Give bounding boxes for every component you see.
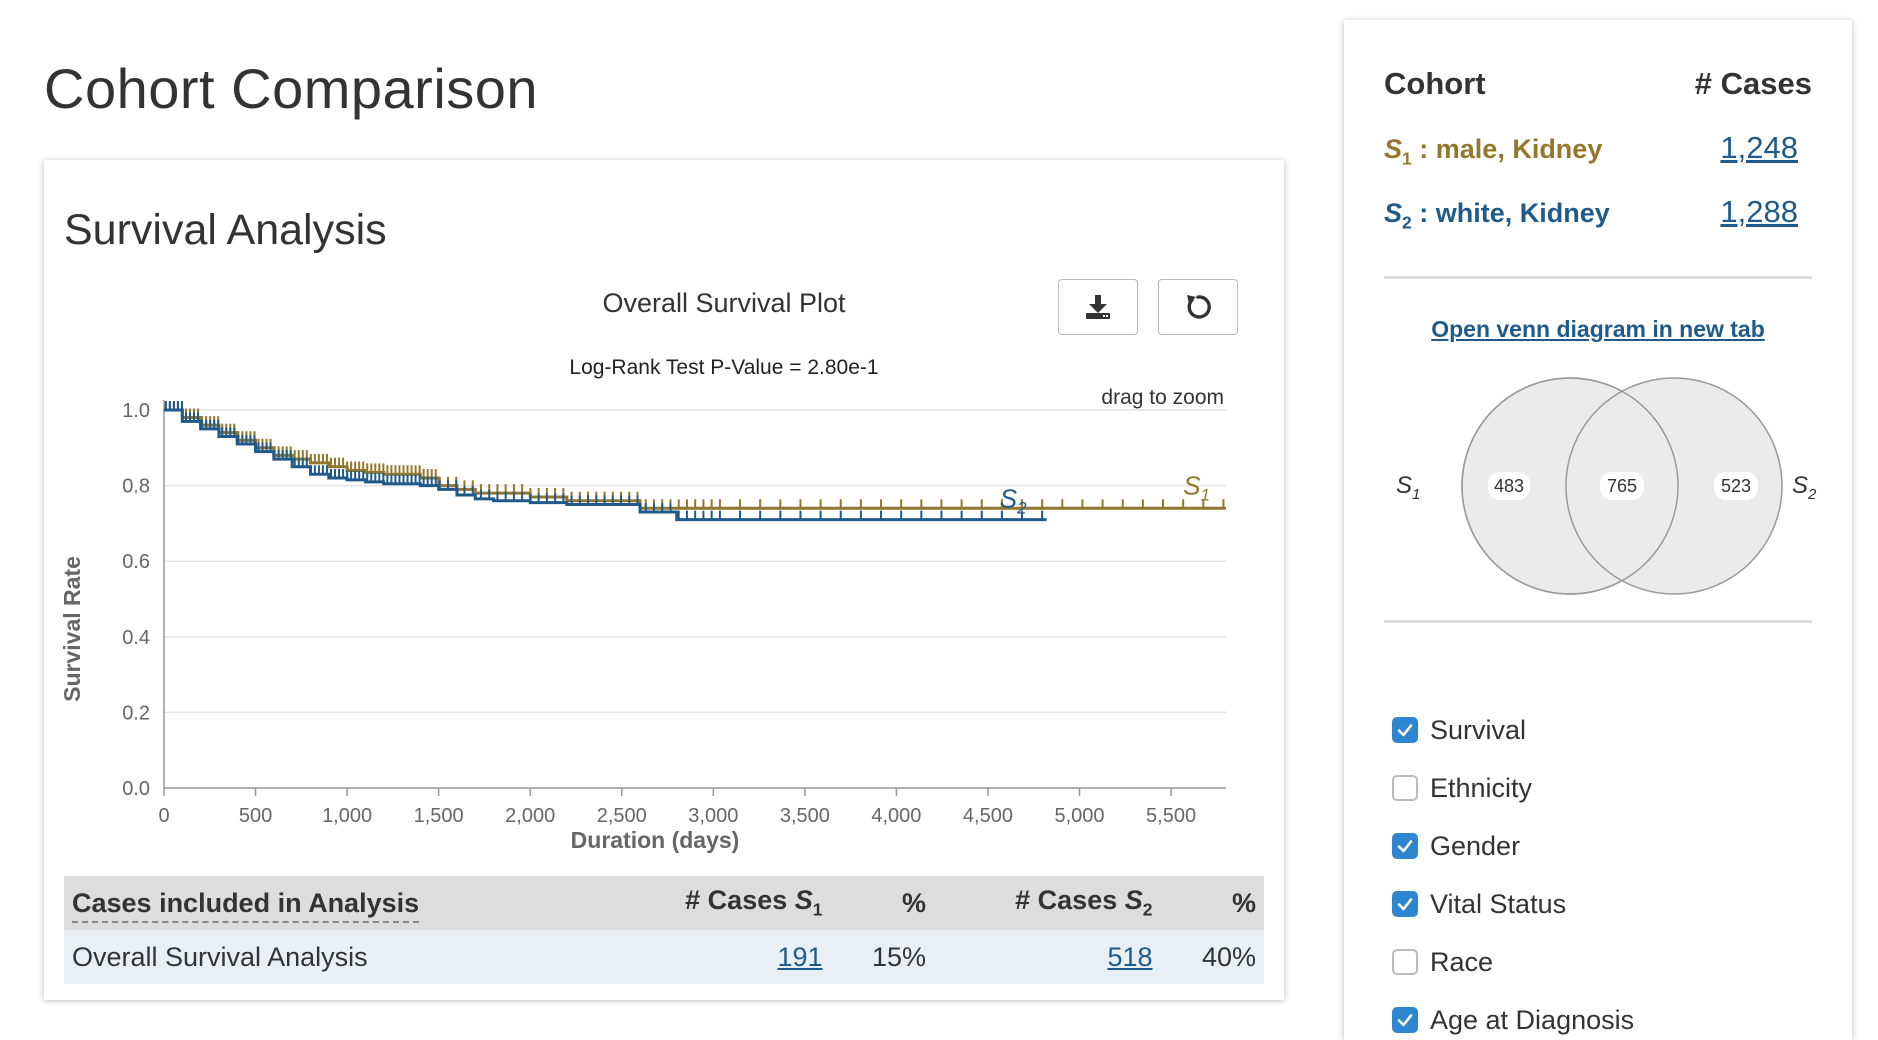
s2-cases-cell: 518 [933, 930, 1161, 984]
checkbox-checked-icon[interactable] [1392, 891, 1418, 917]
x-tick-label: 3,000 [688, 805, 738, 827]
series-label-s2: S2 [1000, 484, 1027, 518]
divider [1384, 620, 1812, 623]
plot-title: Overall Survival Plot [602, 288, 846, 318]
y-tick-label: 0.8 [122, 476, 150, 498]
open-venn-link[interactable]: Open venn diagram in new tab [1431, 316, 1765, 342]
facet-checkbox-vital-status[interactable]: Vital Status [1392, 884, 1566, 924]
x-tick-label: 4,500 [963, 805, 1013, 827]
s1-pct-cell: 15% [830, 930, 934, 984]
checkbox-unchecked-icon[interactable] [1392, 949, 1418, 975]
row-label: Overall Survival Analysis [64, 930, 604, 984]
divider [1384, 276, 1812, 279]
x-tick-label: 500 [239, 805, 272, 827]
series-label-s1: S1 [1183, 470, 1210, 504]
censor-marks-s2 [164, 401, 1044, 520]
y-tick-label: 0.4 [122, 627, 150, 649]
x-tick-label: 4,000 [871, 805, 921, 827]
x-tick-label: 2,000 [505, 805, 555, 827]
pvalue-text: Log-Rank Test P-Value = 2.80e-1 [569, 356, 879, 379]
cohort-s1-label: S1 : male, Kidney [1384, 134, 1603, 169]
table-header-row: Cases included in Analysis # Cases S1 % … [64, 876, 1264, 930]
header-cases-s2: # Cases S2 [933, 876, 1161, 930]
cohort-column-header: Cohort [1384, 66, 1486, 101]
x-tick-label: 5,500 [1146, 805, 1196, 827]
facet-checkbox-ethnicity[interactable]: Ethnicity [1392, 768, 1532, 808]
venn-diagram[interactable]: 483 765 523 S1 S2 [1344, 360, 1852, 620]
analysis-table: Cases included in Analysis # Cases S1 % … [64, 876, 1264, 984]
x-tick-label: 1,000 [322, 805, 372, 827]
cohort-panel-header: Cohort # Cases [1384, 66, 1812, 102]
survival-chart[interactable]: 0.0 0.2 0.4 0.6 0.8 1.0 0 500 1,000 1,500 2,000 2,5… [44, 160, 1284, 860]
s2-pct-cell: 40% [1160, 930, 1264, 984]
cohort-s2-count-link[interactable]: 1,288 [1720, 194, 1798, 229]
header-cases-s1: # Cases S1 [604, 876, 831, 930]
facet-checkbox-survival[interactable]: Survival [1392, 710, 1526, 750]
survival-analysis-card: Survival Analysis Overall Survival Plot … [44, 160, 1284, 1000]
checkbox-checked-icon[interactable] [1392, 717, 1418, 743]
venn-only-s1: 483 [1494, 476, 1524, 496]
cases-column-header: # Cases [1694, 66, 1812, 101]
reset-icon [1187, 295, 1211, 319]
table-row: Overall Survival Analysis 191 15% 518 40… [64, 930, 1264, 984]
facet-label: Survival [1430, 714, 1527, 745]
cohort-panel: Cohort # Cases S1 : male, Kidney 1,248 S… [1344, 20, 1852, 1040]
page-title: Cohort Comparison [44, 57, 539, 120]
cohort-row-s2: S2 : white, Kidney 1,288 [1384, 194, 1798, 233]
facet-checkbox-age-at-diagnosis[interactable]: Age at Diagnosis [1392, 1000, 1634, 1040]
facet-label: Ethnicity [1430, 772, 1533, 803]
x-tick-label: 5,000 [1054, 805, 1104, 827]
reset-zoom-button[interactable] [1158, 279, 1238, 335]
x-axis-title: Duration (days) [571, 827, 740, 853]
venn-both: 765 [1607, 476, 1637, 496]
venn-label-s1: S1 [1396, 472, 1420, 503]
cohort-s1-count-link[interactable]: 1,248 [1720, 130, 1798, 165]
checkbox-checked-icon[interactable] [1392, 1007, 1418, 1033]
y-axis-title: Survival Rate [59, 556, 85, 702]
x-tick-label: 1,500 [414, 805, 464, 827]
censor-marks-s1 [164, 401, 1225, 509]
s2-cases-link[interactable]: 518 [1107, 941, 1153, 972]
checkbox-checked-icon[interactable] [1392, 833, 1418, 859]
drag-zoom-hint: drag to zoom [1101, 386, 1224, 409]
y-tick-label: 1.0 [122, 400, 150, 422]
header-pct-s1: % [830, 876, 934, 930]
y-tick-label: 0.0 [122, 778, 150, 800]
download-icon [1086, 295, 1110, 319]
cohort-row-s1: S1 : male, Kidney 1,248 [1384, 130, 1798, 169]
x-tick-label: 3,500 [780, 805, 830, 827]
venn-label-s2: S2 [1792, 472, 1817, 503]
facet-label: Race [1430, 946, 1494, 977]
s1-cases-link[interactable]: 191 [777, 941, 823, 972]
facet-checkbox-gender[interactable]: Gender [1392, 826, 1520, 866]
venn-only-s2: 523 [1721, 476, 1751, 496]
header-pct-s2: % [1160, 876, 1264, 930]
facet-label: Age at Diagnosis [1430, 1004, 1635, 1035]
checkbox-unchecked-icon[interactable] [1392, 775, 1418, 801]
cohort-s2-label: S2 : white, Kidney [1384, 198, 1610, 233]
facet-label: Vital Status [1430, 888, 1567, 919]
y-tick-label: 0.6 [122, 551, 150, 573]
venn-circle-s2[interactable] [1565, 377, 1783, 595]
y-tick-label: 0.2 [122, 702, 150, 724]
download-button[interactable] [1058, 279, 1138, 335]
x-tick-label: 2,500 [597, 805, 647, 827]
card-title: Survival Analysis [64, 206, 387, 254]
facet-checkbox-race[interactable]: Race [1392, 942, 1493, 982]
x-tick-label: 0 [158, 805, 169, 827]
survival-curve-s1[interactable] [164, 408, 1226, 510]
header-cases-included: Cases included in Analysis [64, 876, 604, 930]
s1-cases-cell: 191 [604, 930, 831, 984]
facet-label: Gender [1430, 830, 1521, 861]
